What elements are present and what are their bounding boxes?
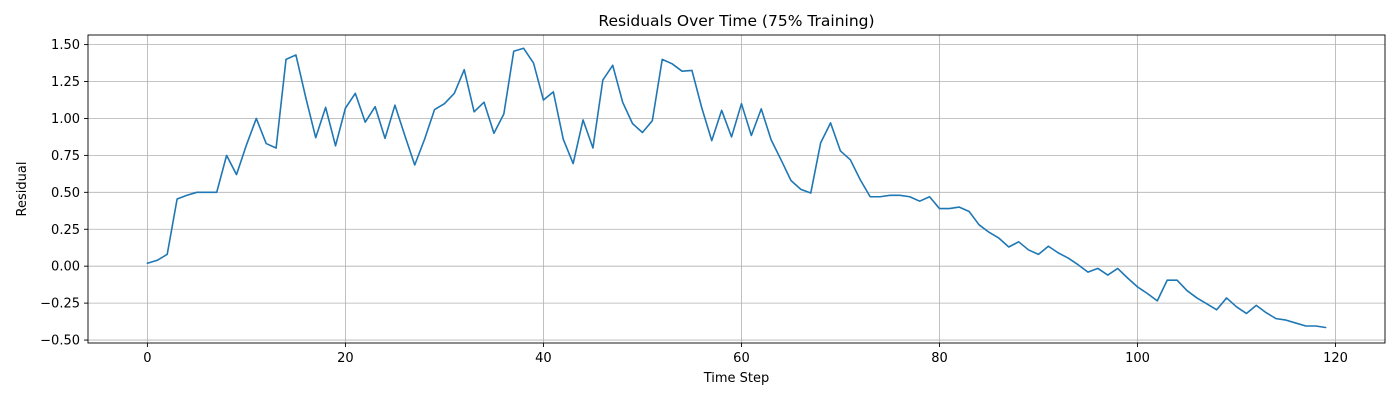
y-axis: −0.50 −0.25 0.00 0.25 0.50 0.75 1.00 1.25 1.50 bbox=[40, 38, 88, 349]
residual-series-line bbox=[146, 47, 1327, 329]
x-tick-label: 60 bbox=[733, 351, 750, 366]
y-tick-label: 0.00 bbox=[51, 260, 80, 275]
y-tick-label: −0.25 bbox=[40, 297, 80, 312]
y-tick-label: 0.75 bbox=[51, 149, 80, 164]
x-tick-label: 0 bbox=[143, 351, 151, 366]
x-tick-label: 120 bbox=[1323, 351, 1348, 366]
y-tick-label: 0.25 bbox=[51, 223, 80, 238]
y-tick-label: 0.50 bbox=[51, 186, 80, 201]
y-tick-label: 1.25 bbox=[51, 75, 80, 90]
y-tick-label: −0.50 bbox=[40, 334, 80, 349]
y-axis-title: Residual bbox=[15, 162, 30, 217]
x-tick-label: 100 bbox=[1125, 351, 1150, 366]
x-tick-label: 80 bbox=[931, 351, 948, 366]
x-axis-title: Time Step bbox=[703, 371, 770, 386]
x-tick-label: 40 bbox=[535, 351, 552, 366]
chart-title: Residuals Over Time (75% Training) bbox=[598, 12, 874, 30]
x-tick-label: 20 bbox=[337, 351, 354, 366]
y-grid-lines bbox=[88, 44, 1385, 341]
y-tick-label: 1.50 bbox=[51, 38, 80, 53]
plot-frame bbox=[87, 34, 1386, 344]
y-tick-label: 1.00 bbox=[51, 112, 80, 127]
x-axis: 0 20 40 60 80 100 120 bbox=[143, 343, 1348, 366]
plot-area bbox=[88, 35, 1385, 343]
x-grid-lines bbox=[147, 35, 1336, 343]
